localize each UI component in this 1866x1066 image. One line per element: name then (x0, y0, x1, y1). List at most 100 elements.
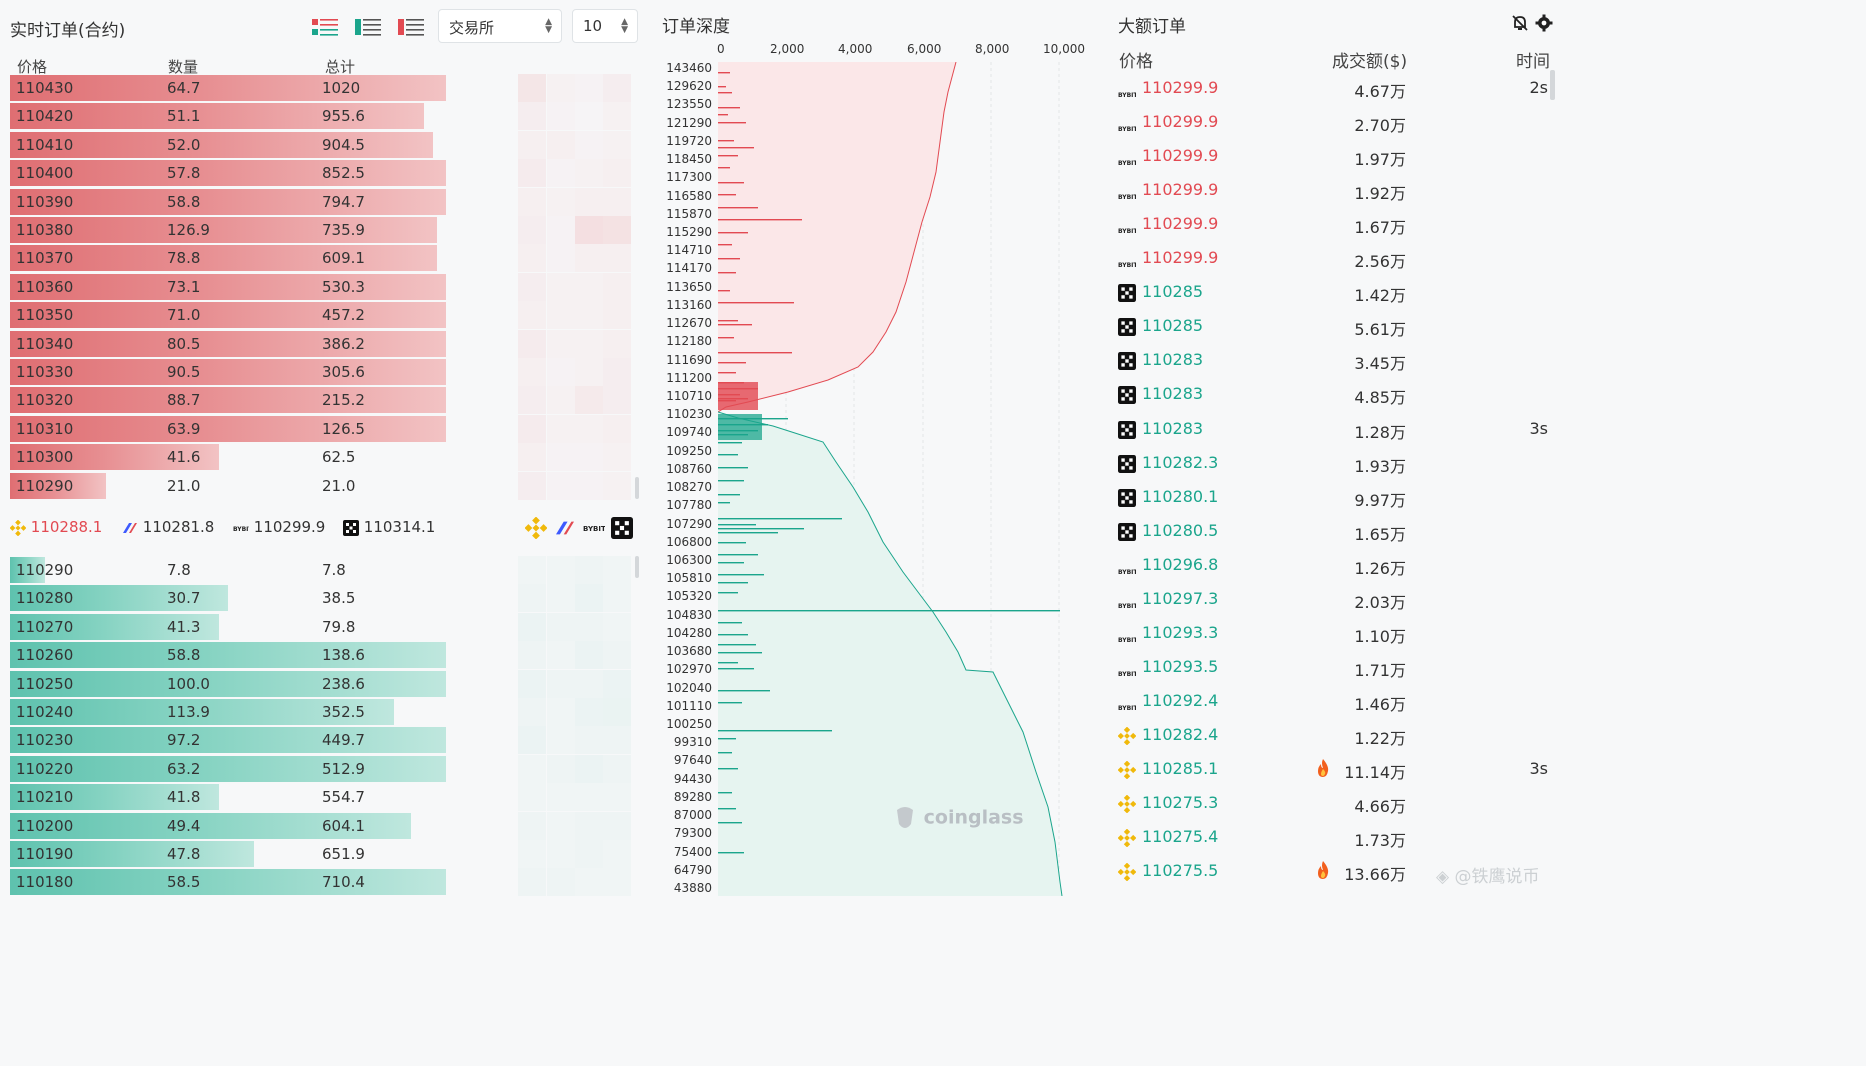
exchange-select[interactable]: 交易所 ▲ ▼ (438, 9, 562, 43)
big-order-row[interactable]: BYBIT 110297.3 2.03万 (1118, 582, 1558, 616)
heat-cell (547, 130, 575, 159)
exchange-select-value: 交易所 (449, 19, 495, 37)
bid-depth-bar (718, 644, 756, 646)
ask-row[interactable]: 110420 51.1 955.6 (10, 102, 446, 130)
scrollbar-bids[interactable] (635, 556, 639, 578)
ask-row[interactable]: 110350 71.0 457.2 (10, 301, 446, 329)
heat-cell (575, 301, 603, 330)
big-order-row[interactable]: BYBIT 110299.9 1.97万 (1118, 139, 1558, 173)
view-bids-icon[interactable] (353, 16, 383, 38)
ask-depth-bar (718, 232, 748, 234)
row-total: 710.4 (322, 873, 365, 892)
bid-row[interactable]: 110190 47.8 651.9 (10, 840, 446, 868)
ask-row[interactable]: 110320 88.7 215.2 (10, 386, 446, 414)
y-price-label: 106300 (666, 553, 712, 567)
big-order-row[interactable]: 110275.5 13.66万 (1117, 854, 1558, 888)
big-order-row[interactable]: 110285 5.61万 (1118, 309, 1558, 343)
big-order-row[interactable]: BYBIT 110292.4 1.46万 (1118, 684, 1558, 718)
ask-row[interactable]: 110290 21.0 21.0 (10, 472, 446, 500)
big-order-row[interactable]: BYBIT 110293.5 1.71万 (1118, 650, 1558, 684)
big-order-row[interactable]: 110285.1 11.14万 3s (1117, 752, 1558, 786)
row-price: 110380 (16, 221, 74, 239)
big-order-row[interactable]: BYBIT 110299.9 1.92万 (1118, 173, 1558, 207)
depth-chart[interactable] (718, 62, 1080, 896)
big-order-price: 110282.3 (1142, 452, 1219, 472)
bybit-icon: BYBIT (1118, 697, 1138, 715)
scrollbar-big-orders[interactable] (1550, 70, 1555, 100)
bybit-icon: BYBIT (1118, 561, 1138, 579)
bid-row[interactable]: 110230 97.2 449.7 (10, 726, 446, 754)
bid-row[interactable]: 110290 7.8 7.8 (10, 556, 446, 584)
view-asks-icon[interactable] (396, 16, 426, 38)
big-order-row[interactable]: BYBIT 110299.9 1.67万 (1118, 207, 1558, 241)
bybit-icon: BYBIT (583, 525, 605, 533)
ask-row[interactable]: 110370 78.8 609.1 (10, 244, 446, 272)
heat-cell (518, 755, 546, 783)
bid-row[interactable]: 110210 41.8 554.7 (10, 783, 446, 811)
mute-bell-icon[interactable] (1511, 14, 1529, 32)
big-order-time: 2s (1529, 78, 1548, 97)
ask-depth-bar (718, 182, 744, 184)
heat-cell (575, 216, 603, 244)
big-order-row[interactable]: BYBIT 110296.8 1.26万 (1118, 548, 1558, 582)
y-price-label: 115290 (666, 225, 712, 239)
y-price-label: 99310 (673, 735, 712, 750)
big-order-price: 110275.5 (1142, 861, 1219, 881)
big-order-amount: 1.93万 (1354, 456, 1406, 476)
big-order-row[interactable]: 110283 3.45万 (1118, 343, 1558, 377)
big-order-row[interactable]: 110280.5 1.65万 (1118, 514, 1558, 548)
bid-row[interactable]: 110280 30.7 38.5 (10, 584, 446, 612)
ask-row[interactable]: 110380 126.9 735.9 (10, 216, 446, 244)
row-qty: 41.8 (167, 788, 201, 807)
bid-row[interactable]: 110250 100.0 238.6 (10, 670, 446, 698)
big-order-row[interactable]: 110282.4 1.22万 (1117, 718, 1558, 752)
big-order-row[interactable]: BYBIT 110299.9 4.67万 2s (1118, 71, 1558, 105)
okx-icon (1118, 522, 1136, 541)
ask-row[interactable]: 110300 41.6 62.5 (10, 443, 446, 471)
ask-row[interactable]: 110400 57.8 852.5 (10, 159, 446, 187)
ask-row[interactable]: 110310 63.9 126.5 (10, 415, 446, 443)
bid-row[interactable]: 110270 41.3 79.8 (10, 613, 446, 641)
big-order-row[interactable]: BYBIT 110293.3 1.10万 (1118, 616, 1558, 650)
depth-select[interactable]: 10 ▲ ▼ (572, 9, 638, 43)
y-price-label: 111200 (666, 370, 712, 385)
view-both-icon[interactable] (310, 16, 340, 38)
heat-cell (603, 556, 631, 584)
y-price-label: 109740 (666, 425, 712, 440)
big-order-row[interactable]: 110280.1 9.97万 (1118, 480, 1558, 514)
row-total: 530.3 (322, 277, 365, 296)
y-price-label: 75400 (673, 844, 712, 859)
bid-row[interactable]: 110240 113.9 352.5 (10, 698, 446, 726)
svg-text:BYBIT: BYBIT (1118, 160, 1136, 167)
svg-text:BYBIT: BYBIT (233, 526, 249, 533)
big-order-row[interactable]: 110275.3 4.66万 (1117, 786, 1558, 820)
big-order-row[interactable]: 110283 4.85万 (1118, 377, 1558, 411)
bid-row[interactable]: 110180 58.5 710.4 (10, 868, 446, 896)
scrollbar-asks[interactable] (635, 477, 639, 499)
row-total: 62.5 (322, 448, 356, 467)
big-order-row[interactable]: 110282.3 1.93万 (1118, 446, 1558, 480)
big-order-row[interactable]: BYBIT 110299.9 2.70万 (1118, 105, 1558, 139)
depth-bar (10, 387, 446, 414)
ask-row[interactable]: 110330 90.5 305.6 (10, 358, 446, 386)
bid-area (718, 412, 1062, 896)
bid-row[interactable]: 110220 63.2 512.9 (10, 755, 446, 783)
bid-row[interactable]: 110200 49.4 604.1 (10, 812, 446, 840)
ask-row[interactable]: 110360 73.1 530.3 (10, 273, 446, 301)
ask-row[interactable]: 110430 64.7 1020 (10, 74, 446, 102)
gear-icon[interactable] (1535, 14, 1553, 32)
ask-row[interactable]: 110410 52.0 904.5 (10, 131, 446, 159)
bid-curve (718, 411, 1063, 896)
big-order-row[interactable]: 110285 1.42万 (1118, 275, 1558, 309)
y-price-label: 97640 (673, 753, 712, 768)
ask-row[interactable]: 110340 80.5 386.2 (10, 330, 446, 358)
ask-row[interactable]: 110390 58.8 794.7 (10, 188, 446, 216)
big-order-row[interactable]: 110275.4 1.73万 (1117, 820, 1558, 854)
okx-icon (1118, 352, 1136, 371)
ask-depth-bar (718, 219, 802, 221)
big-order-row[interactable]: 110283 1.28万 3s (1118, 412, 1558, 446)
heat-cell (603, 216, 631, 244)
row-qty: 63.2 (167, 759, 201, 778)
big-order-row[interactable]: BYBIT 110299.9 2.56万 (1118, 241, 1558, 275)
bid-row[interactable]: 110260 58.8 138.6 (10, 641, 446, 669)
